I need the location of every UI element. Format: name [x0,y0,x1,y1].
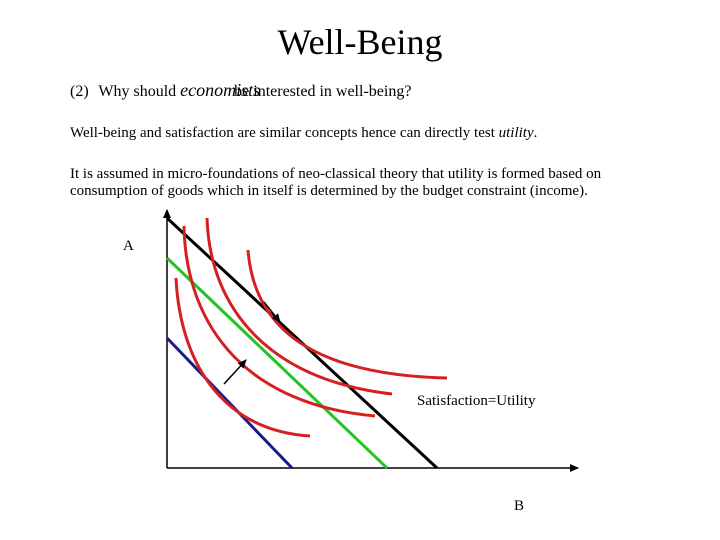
y-axis-label: A [123,238,134,254]
indifference-curve-1 [174,277,311,438]
paragraph-wellbeing-text: Well-being and satisfaction are similar … [70,125,499,141]
question-number: (2) [70,83,89,100]
indifference-curve-4 [246,249,448,380]
question-suffix: be interested in well-being? [234,83,412,100]
paragraph-wellbeing-italic: utility [498,125,534,141]
indifference-curve-3 [205,217,393,396]
arrow-upper [263,301,281,323]
paragraph-wellbeing-end: . [533,125,538,141]
question-line: (2) Why should economistsbe interested i… [70,80,411,102]
budget-line-mid [165,256,389,470]
indifference-curve-2 [182,225,376,418]
utility-annotation: Satisfaction=Utility [417,393,536,409]
paragraph-wellbeing: Well-being and satisfaction are similar … [70,124,670,142]
arrow-lower [223,359,247,385]
question-prefix: Why should [98,83,177,100]
slide-title: Well-Being [277,22,443,62]
x-axis-label: B [514,498,524,514]
budget-line-low [165,336,294,470]
paragraph-microfoundations: It is assumed in micro-foundations of ne… [70,166,602,199]
question-italic-word: economists [180,80,261,100]
